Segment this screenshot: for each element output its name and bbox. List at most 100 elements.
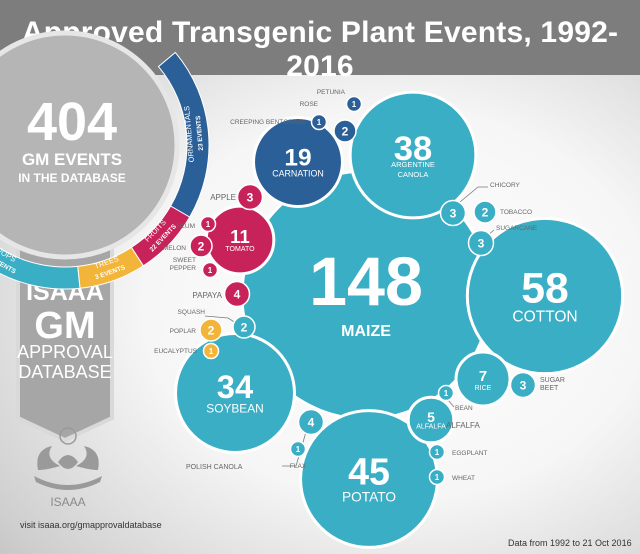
leader-line-chicory bbox=[459, 186, 488, 203]
label-melon: MELON bbox=[163, 245, 186, 252]
bubble-value-rice: 7 bbox=[479, 369, 487, 385]
bubble-circle-cotton bbox=[465, 216, 625, 376]
logo-text: ISAAA bbox=[50, 495, 85, 509]
label-papaya: PAPAYA bbox=[192, 291, 222, 300]
bubble-name-alfalfa: ALFALFA bbox=[416, 423, 446, 430]
bubble-circle-petunia bbox=[345, 95, 363, 113]
bubble-circle-carnation bbox=[252, 116, 344, 208]
label-sugar-beet-line2: BEET bbox=[540, 385, 559, 392]
bubble-value-eucalyptus: 1 bbox=[209, 347, 214, 356]
label-polish-canola: POLISH CANOLA bbox=[186, 464, 243, 471]
bubble-circle-eucalyptus bbox=[202, 342, 220, 360]
bubble-sweet-pepper bbox=[201, 261, 219, 279]
leaf-center-icon bbox=[58, 455, 78, 469]
bubble-carnation bbox=[252, 116, 344, 208]
ring-segment-crops bbox=[0, 247, 81, 290]
bubble-value-squash: 2 bbox=[241, 320, 248, 334]
bubble-value-sugarcane: 3 bbox=[478, 236, 485, 250]
bubble-circle-wheat bbox=[428, 468, 446, 486]
bubble-value-maize: 148 bbox=[309, 244, 423, 320]
label-bean: BEAN bbox=[455, 405, 473, 412]
ring-segment-trees bbox=[77, 246, 145, 289]
total-disc bbox=[0, 33, 177, 257]
bubble-circle-tobacco bbox=[473, 200, 497, 224]
bubble-name-carnation: CARNATION bbox=[272, 169, 324, 179]
bubble-value-sugar-beet: 3 bbox=[520, 378, 527, 392]
bubble-cotton bbox=[465, 216, 625, 376]
bubble-plum bbox=[199, 215, 217, 233]
bubble-flax bbox=[289, 440, 307, 458]
bubble-circle-sugar-beet bbox=[509, 371, 537, 399]
bubble-chicory bbox=[439, 199, 467, 227]
ring-count-ornamentals: 23 EVENTS bbox=[195, 115, 205, 151]
bubble-value-alfalfa: 5 bbox=[427, 409, 435, 425]
bubble-value-tomato: 11 bbox=[230, 226, 250, 247]
leaf-right-icon bbox=[76, 446, 99, 470]
label-eggplant: EGGPLANT bbox=[452, 450, 487, 457]
bubble-eucalyptus bbox=[202, 342, 220, 360]
bubble-tobacco bbox=[473, 200, 497, 224]
bubble-name-argentine-canola-line2: CANOLA bbox=[398, 170, 429, 179]
ring-segment-fruits bbox=[130, 205, 191, 267]
hands-icon bbox=[34, 476, 102, 490]
label-chicory: CHICORY bbox=[490, 182, 521, 189]
bubble-rice bbox=[454, 350, 512, 408]
leader-line-bean bbox=[447, 399, 455, 408]
bubble-value-creeping-bentgrass: 1 bbox=[317, 118, 322, 127]
bubble-value-plum: 1 bbox=[206, 220, 211, 229]
bubble-melon bbox=[189, 234, 213, 258]
bubble-circle-chicory bbox=[439, 199, 467, 227]
bubble-value-soybean: 34 bbox=[217, 368, 254, 405]
bubble-squash bbox=[232, 315, 256, 339]
ring-segment-ornamentals bbox=[157, 51, 210, 218]
label-flax: FLAX bbox=[290, 463, 307, 470]
side-line-database: DATABASE bbox=[18, 362, 111, 382]
isaaa-logo bbox=[34, 427, 102, 490]
bubble-value-melon: 2 bbox=[198, 239, 205, 253]
bubble-circle-papaya bbox=[223, 280, 251, 308]
bubble-bean bbox=[437, 384, 455, 402]
leader-line-squash bbox=[204, 315, 237, 324]
bubble-name-cotton: COTTON bbox=[512, 309, 577, 326]
bubble-circle-apple bbox=[236, 183, 264, 211]
bubble-circle-rose bbox=[333, 119, 357, 143]
label-alfalfa: ALFALFA bbox=[446, 421, 480, 430]
label-sweet-pepper-line2: PEPPER bbox=[170, 265, 197, 272]
bubble-sugarcane bbox=[467, 229, 495, 257]
label-eucalyptus: EUCALYPTUS bbox=[154, 348, 198, 355]
bubble-value-tobacco: 2 bbox=[482, 205, 489, 219]
bubble-poplar bbox=[199, 318, 223, 342]
bubble-name-potato: POTATO bbox=[342, 490, 396, 505]
bubble-value-poplar: 2 bbox=[208, 323, 215, 337]
label-rose: ROSE bbox=[300, 101, 319, 108]
bubble-name-maize: MAIZE bbox=[341, 323, 391, 340]
bubble-rose bbox=[333, 119, 357, 143]
label-creeping-bentgrass: CREEPING BENTGRASS bbox=[230, 119, 307, 126]
footer-link[interactable]: visit isaaa.org/gmapprovaldatabase bbox=[20, 520, 162, 530]
bubble-value-eggplant: 1 bbox=[435, 448, 440, 457]
side-line-gm: GM bbox=[34, 305, 95, 347]
bubble-argentine-canola bbox=[348, 90, 478, 220]
bubble-circle-flax bbox=[289, 440, 307, 458]
bubble-circle-sweet-pepper bbox=[201, 261, 219, 279]
bubble-value-papaya: 4 bbox=[234, 287, 241, 301]
total-label-line2: IN THE DATABASE bbox=[18, 171, 126, 185]
bubble-value-argentine-canola: 38 bbox=[394, 130, 432, 168]
bubble-value-petunia: 1 bbox=[352, 100, 357, 109]
bubble-name-rice: RICE bbox=[475, 385, 492, 392]
bubble-papaya bbox=[223, 280, 251, 308]
bubble-petunia bbox=[345, 95, 363, 113]
bubble-value-chicory: 3 bbox=[450, 206, 457, 220]
label-apple: APPLE bbox=[210, 193, 236, 202]
label-poplar: POPLAR bbox=[170, 328, 197, 335]
bubble-alfalfa bbox=[406, 395, 456, 445]
label-tobacco: TOBACCO bbox=[500, 209, 532, 216]
bubble-value-potato: 45 bbox=[348, 451, 390, 493]
bubble-circle-rice bbox=[454, 350, 512, 408]
bubble-value-apple: 3 bbox=[247, 190, 254, 204]
bubble-value-rose: 2 bbox=[342, 124, 349, 138]
bubble-value-sweet-pepper: 1 bbox=[208, 266, 213, 275]
bubble-circle-creeping-bentgrass bbox=[310, 113, 328, 131]
bubble-circle-poplar bbox=[199, 318, 223, 342]
